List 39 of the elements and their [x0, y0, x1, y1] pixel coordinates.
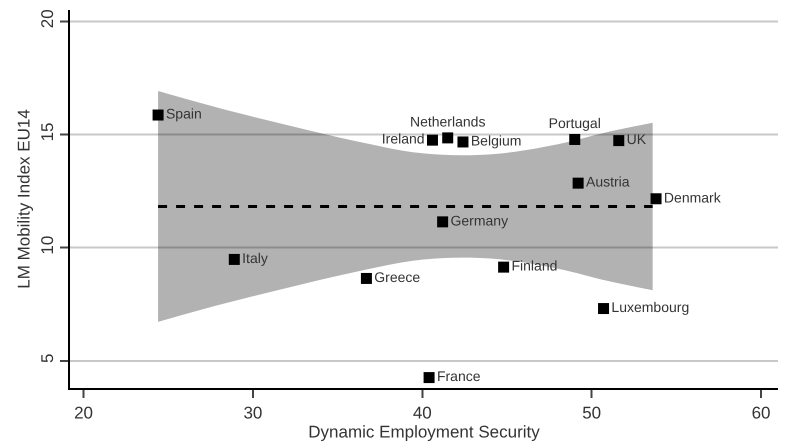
x-tick-label: 40	[412, 403, 432, 422]
point	[424, 372, 435, 384]
data-label: Belgium	[470, 132, 522, 148]
y-tick-label: 10	[38, 236, 58, 255]
data-label: Denmark	[664, 189, 722, 206]
y-tick-label: 15	[38, 122, 58, 142]
y-tick-label: 5	[38, 354, 58, 364]
data-label: Italy	[242, 250, 268, 266]
data-label: France	[436, 368, 481, 384]
point	[442, 132, 454, 144]
data-label: Finland	[511, 258, 558, 274]
data-label: Portugal	[548, 115, 601, 132]
y-tick-label: 20	[38, 9, 58, 28]
point	[360, 272, 372, 284]
point	[437, 216, 448, 228]
point	[228, 254, 240, 265]
x-tick-label: 60	[752, 403, 771, 422]
data-label: Ireland	[382, 130, 425, 147]
x-tick-label: 30	[243, 403, 262, 422]
data-label: UK	[626, 131, 647, 148]
y-axis-title: LM Mobility Index EU14	[14, 109, 34, 289]
point	[152, 110, 164, 121]
point	[426, 134, 438, 146]
data-label: Austria	[586, 174, 630, 190]
data-label: Germany	[450, 212, 508, 228]
point	[650, 193, 662, 204]
point	[498, 262, 510, 273]
data-label: Greece	[374, 268, 420, 285]
x-tick-label: 20	[74, 403, 94, 422]
point	[569, 134, 580, 145]
data-label: Netherlands	[410, 114, 486, 130]
point	[457, 136, 468, 148]
point	[613, 135, 624, 146]
point	[598, 303, 610, 314]
x-axis-title: Dynamic Employment Security	[308, 422, 540, 442]
data-label: Spain	[166, 106, 202, 122]
x-tick-label: 50	[582, 403, 602, 422]
point	[572, 178, 584, 189]
data-label: Luxembourg	[611, 299, 690, 316]
